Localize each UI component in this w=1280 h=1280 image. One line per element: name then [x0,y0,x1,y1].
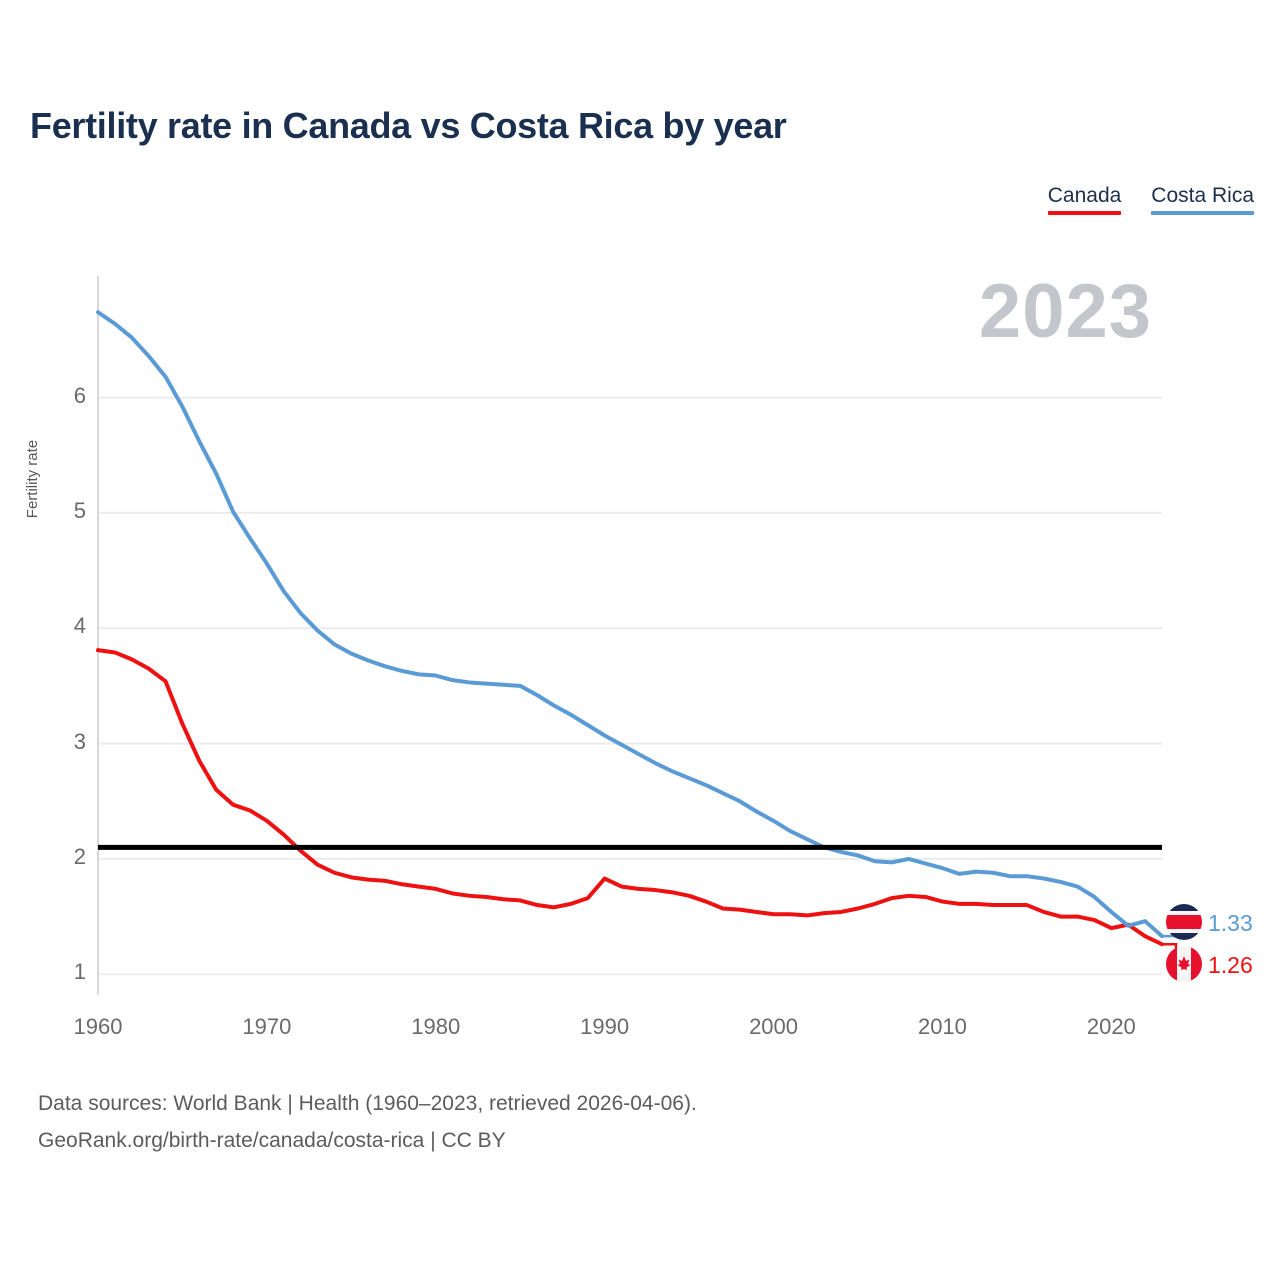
y-axis-tick-label: 4 [73,613,86,639]
x-axis-tick-label: 2020 [1086,1014,1136,1039]
y-axis-tick-label: 1 [73,959,86,985]
y-axis-tick-label: 3 [73,728,86,754]
endpoint-value-costa-rica: 1.33 [1208,910,1253,936]
x-axis-tick-label: 1960 [73,1014,123,1039]
legend-label-costa-rica: Costa Rica [1151,184,1254,207]
y-axis-tick-label: 2 [73,843,86,869]
year-watermark: 2023 [978,269,1152,354]
y-axis-tick-label: 5 [73,497,86,523]
legend-item-costa-rica[interactable]: Costa Rica [1151,184,1254,215]
gridlines [98,396,1162,976]
endpoint-value-canada: 1.26 [1208,952,1253,978]
footer-data-sources: Data sources: World Bank | Health (1960–… [38,1092,697,1115]
x-axis-tick-label: 2010 [917,1014,967,1039]
legend-item-canada[interactable]: Canada [1047,184,1122,215]
x-axis-tick-label: 2000 [749,1014,799,1039]
x-axis-tick-label: 1980 [411,1014,461,1039]
legend-swatch-costa-rica [1151,211,1254,215]
footer: Data sources: World Bank | Health (1960–… [38,1085,697,1159]
footer-attribution: GeoRank.org/birth-rate/canada/costa-rica… [38,1129,506,1152]
costa-rica-flag-icon [1166,904,1202,940]
legend-label-canada: Canada [1047,184,1122,207]
series-lines [96,310,1164,947]
canada-flag-icon [1166,946,1202,982]
page-title: Fertility rate in Canada vs Costa Rica b… [30,105,787,146]
legend-swatch-canada [1047,211,1122,215]
x-axis-tick-label: 1990 [580,1014,630,1039]
chart-legend: Canada Costa Rica [1047,184,1254,215]
x-axis-tick-label: 1970 [242,1014,292,1039]
y-axis-tick-label: 6 [73,382,86,408]
